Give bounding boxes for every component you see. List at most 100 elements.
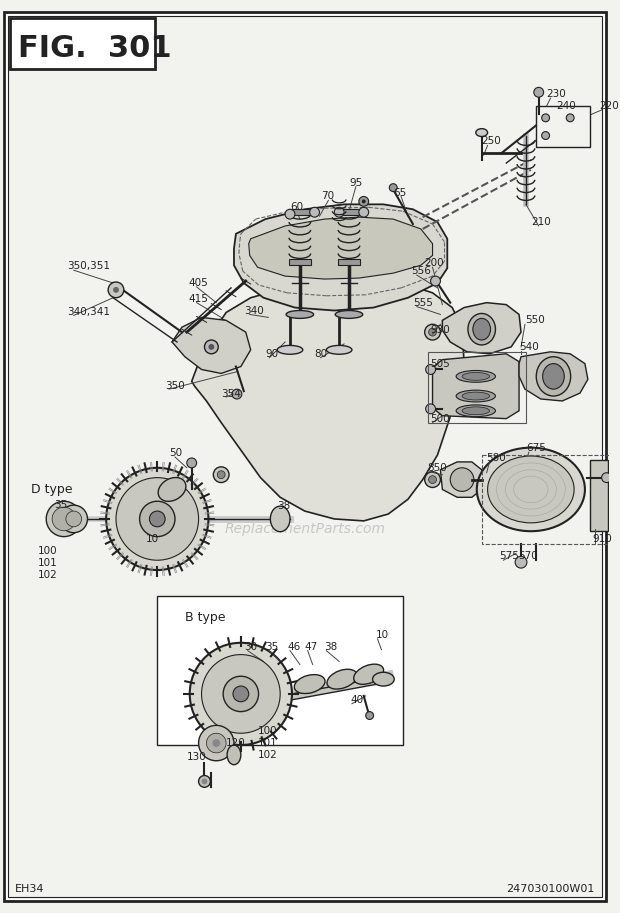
Text: 100: 100 [37,546,57,556]
Text: 10: 10 [376,630,389,640]
Ellipse shape [327,669,357,689]
Text: 405: 405 [188,278,208,288]
Text: FIG.  301: FIG. 301 [18,34,171,62]
Text: 210: 210 [531,217,551,227]
Text: 46: 46 [287,642,300,652]
Circle shape [217,471,225,478]
Circle shape [515,556,527,568]
Circle shape [108,282,124,298]
Ellipse shape [373,672,394,686]
Text: 102: 102 [37,570,57,580]
Ellipse shape [277,345,303,354]
Text: 675: 675 [526,443,546,453]
Text: 130: 130 [187,751,206,761]
Text: 555: 555 [413,298,433,308]
Text: 230: 230 [547,89,566,100]
Text: 354: 354 [221,389,241,399]
Circle shape [426,364,435,374]
Circle shape [149,511,165,527]
Text: 340: 340 [244,306,264,316]
Text: 95: 95 [349,178,362,188]
Circle shape [198,775,210,787]
Bar [10,17,156,68]
Circle shape [359,207,369,217]
Text: 38: 38 [277,501,291,511]
Circle shape [206,733,226,753]
Text: 850: 850 [428,463,448,473]
Polygon shape [443,302,521,353]
Circle shape [232,389,242,399]
Polygon shape [433,353,519,419]
Text: 35: 35 [265,642,278,652]
Text: 340,341: 340,341 [67,308,110,318]
Ellipse shape [353,664,384,685]
Circle shape [566,114,574,121]
Circle shape [213,467,229,483]
Text: 120: 120 [226,738,246,748]
Text: 70: 70 [321,192,335,202]
Text: 38: 38 [324,642,338,652]
Ellipse shape [286,310,314,319]
Circle shape [198,725,234,761]
Text: 350: 350 [165,382,185,391]
Circle shape [359,196,369,206]
Text: D type: D type [32,483,73,496]
Text: 10: 10 [146,533,159,543]
Text: ReplacementParts.com: ReplacementParts.com [224,521,385,536]
Text: 101: 101 [257,738,277,748]
Text: 200: 200 [425,258,445,268]
Ellipse shape [227,745,241,765]
Circle shape [208,344,215,350]
Circle shape [217,323,225,331]
Ellipse shape [270,506,290,531]
Ellipse shape [456,390,495,402]
Circle shape [428,328,436,336]
Circle shape [190,643,292,745]
Text: 80: 80 [314,349,328,359]
Text: 930: 930 [430,325,450,335]
Ellipse shape [462,407,490,415]
Polygon shape [519,352,588,401]
Text: 220: 220 [600,101,619,111]
Text: 60: 60 [290,203,303,213]
Ellipse shape [477,447,585,531]
Polygon shape [249,217,433,279]
Polygon shape [172,318,250,373]
Bar [289,259,311,266]
Circle shape [212,740,220,747]
Circle shape [106,467,208,570]
Ellipse shape [542,363,564,389]
Circle shape [66,511,82,527]
Text: B type: B type [185,611,225,624]
Bar [157,595,403,745]
Circle shape [361,199,366,204]
Circle shape [334,207,344,217]
Text: 90: 90 [265,349,278,359]
Circle shape [542,114,549,121]
Text: 247030100W01: 247030100W01 [507,884,595,894]
Text: 65: 65 [393,187,407,197]
Text: 40: 40 [350,695,363,705]
Circle shape [113,287,119,293]
Bar [428,352,526,423]
Circle shape [426,404,435,414]
Polygon shape [440,462,482,498]
Circle shape [233,686,249,702]
Ellipse shape [294,675,325,694]
Text: 30: 30 [244,642,257,652]
Circle shape [425,324,440,340]
Circle shape [534,88,544,97]
Circle shape [542,131,549,140]
Circle shape [430,276,440,286]
Circle shape [223,677,259,711]
Ellipse shape [335,310,363,319]
Bar [338,209,360,215]
Ellipse shape [462,373,490,381]
Text: 580: 580 [487,453,507,463]
Circle shape [285,209,295,219]
Text: 250: 250 [482,136,502,146]
Circle shape [309,207,319,217]
Text: 910: 910 [593,533,613,543]
Text: 100: 100 [257,726,277,736]
Ellipse shape [326,345,352,354]
